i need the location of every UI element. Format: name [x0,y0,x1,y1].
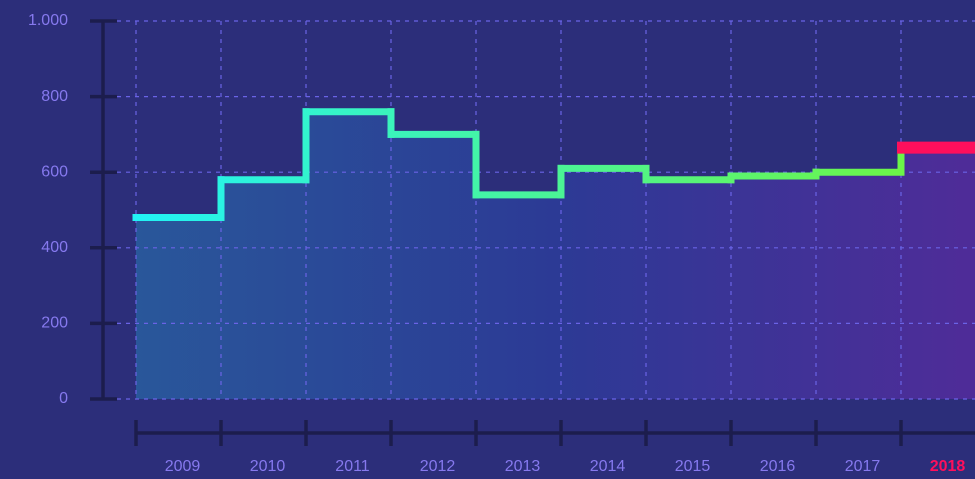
y-tick-label: 0 [59,390,68,407]
area-step [731,175,816,399]
x-tick-label: 2015 [675,458,711,475]
area-step [816,172,901,399]
x-tick-label: 2009 [165,458,201,475]
line-layer [132,108,975,222]
x-tick-label: 2011 [335,458,370,475]
area-step [561,168,646,399]
area-step [391,134,476,399]
area-step [901,147,975,399]
x-tick-label: 2018 [930,458,966,475]
area-layer [136,111,975,399]
x-tick-label: 2012 [420,458,456,475]
area-step [221,179,306,399]
area-step [136,217,221,399]
x-tick-label: 2013 [505,458,541,475]
label-layer: 0 200 400 600 800 1.000 2009 2010 2011 2012 2013 20… [28,12,966,475]
area-step [646,179,731,399]
y-tick-label: 200 [41,315,68,332]
y-tick-label: 400 [41,239,68,256]
grid-layer [117,20,975,400]
area-step [476,194,561,399]
x-tick-label: 2016 [760,458,796,475]
y-tick-label: 1.000 [28,12,68,29]
y-tick-label: 600 [41,163,68,180]
x-tick-label: 2014 [590,458,626,475]
area-step [306,111,391,399]
x-tick-label: 2010 [250,458,286,475]
x-tick-label: 2017 [845,458,881,475]
y-tick-label: 800 [41,88,68,105]
step-line-highlight [897,141,975,154]
